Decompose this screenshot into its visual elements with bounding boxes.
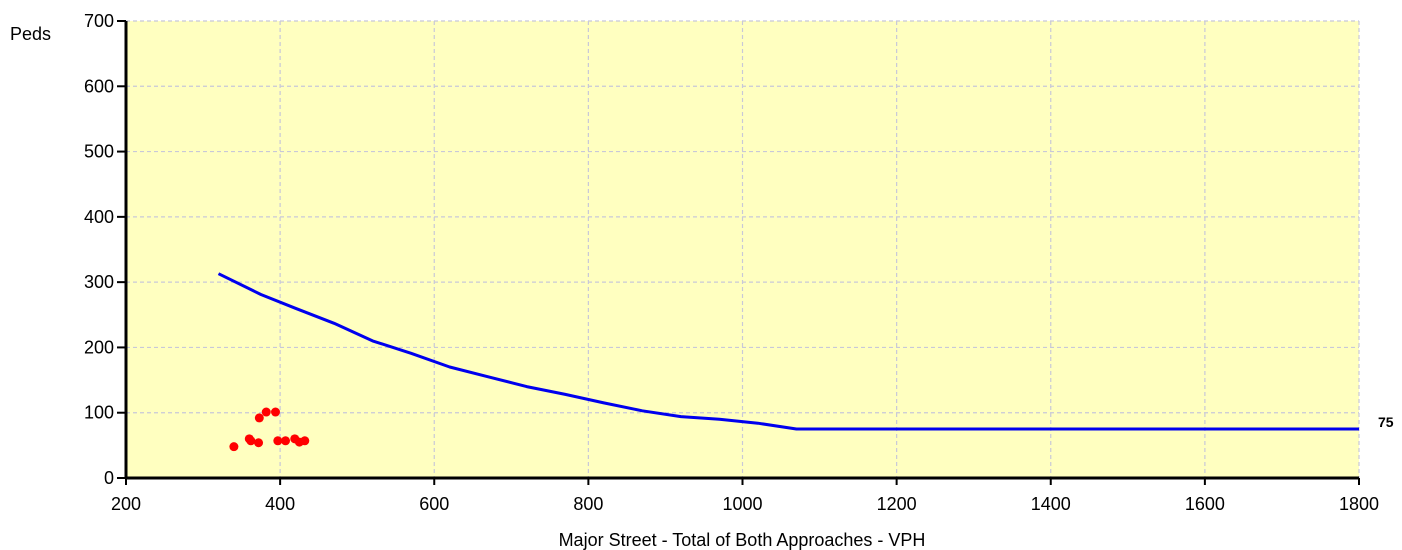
data-point [271,407,281,417]
data-point [300,436,310,446]
data-point [281,436,291,446]
y-tick-label: 200 [84,337,114,357]
x-tick-label: 1600 [1185,494,1225,514]
x-tick-label: 1000 [722,494,762,514]
x-tick-label: 400 [265,494,295,514]
x-axis-title: Major Street - Total of Both Approaches … [559,530,926,550]
x-tick-label: 200 [111,494,141,514]
y-tick-label: 400 [84,207,114,227]
y-tick-label: 600 [84,76,114,96]
y-tick-label: 500 [84,142,114,162]
threshold-line [217,272,1359,431]
data-point [229,442,239,452]
y-axis-title: Peds [10,24,51,44]
x-tick-label: 1200 [877,494,917,514]
data-point [246,436,256,446]
ticks: 0 100 200 300 400 500 600 700 200 400 600 800 1000 12… [84,11,1379,514]
data-point [254,413,264,423]
data-point [273,436,283,446]
grid [126,20,1360,478]
series-layer: 75 [217,272,1394,452]
y-tick-label: 300 [84,272,114,292]
x-tick-label: 800 [573,494,603,514]
y-tick-label: 0 [104,468,114,488]
data-point [261,407,271,417]
x-tick-label: 600 [419,494,449,514]
data-point [254,438,264,448]
x-tick-label: 1400 [1031,494,1071,514]
x-tick-label: 1800 [1339,494,1379,514]
y-tick-label: 700 [84,11,114,31]
line-end-label: 75 [1378,414,1394,430]
y-tick-label: 100 [84,403,114,423]
